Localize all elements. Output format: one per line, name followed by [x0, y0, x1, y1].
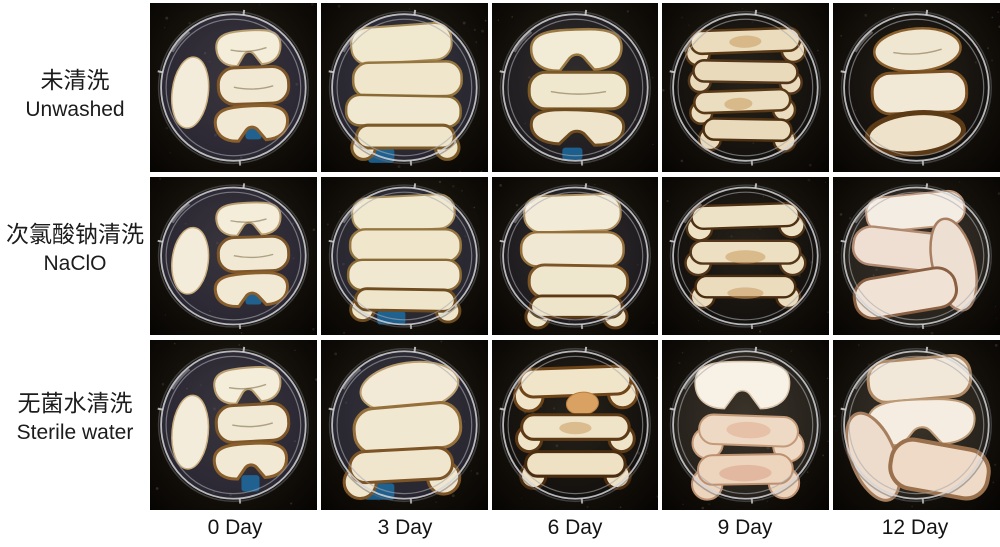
petri-dish-rim — [328, 183, 480, 330]
mushroom-slice — [866, 353, 973, 404]
mushroom-slice — [346, 258, 462, 292]
mushroom-slice — [212, 441, 289, 481]
photo-unwashed-12-day — [833, 3, 1000, 172]
mushroom-slice — [685, 202, 807, 242]
day-label-3: 3 Day — [377, 515, 433, 539]
photo-sterile-water-6-day — [491, 340, 659, 510]
mushroom-slice — [170, 56, 210, 129]
mushroom-slice — [684, 239, 807, 277]
day-label-9: 9 Day — [717, 515, 773, 539]
petri-dish-photo — [840, 8, 1000, 166]
photo-naclo-0-day — [150, 177, 317, 335]
mushroom-slice — [864, 110, 967, 157]
petri-dish-rim — [328, 346, 480, 504]
mushroom-slice — [688, 59, 804, 95]
mushroom-slice — [213, 365, 282, 405]
mushroom-slice — [171, 394, 210, 470]
blue-background-patch — [377, 311, 406, 325]
petri-dish-photo — [669, 340, 830, 510]
mushroom-slice — [213, 271, 289, 308]
row-label-naclo-zh: 次氯酸钠清洗 — [6, 221, 144, 247]
mushroom-slice — [527, 263, 629, 300]
mushroom-slice — [342, 446, 462, 501]
petri-dish-rim — [669, 183, 822, 330]
petri-dish-rim — [157, 346, 310, 504]
petri-dish-photo — [837, 181, 1000, 335]
petri-dish-photo — [497, 9, 654, 166]
petri-dish-photo — [157, 3, 314, 166]
photo-naclo-12-day — [833, 177, 1000, 335]
petri-dish-photo — [499, 346, 659, 509]
mushroom-slice — [519, 231, 625, 268]
mushroom-slice — [852, 266, 959, 320]
photo-naclo-6-day — [491, 177, 659, 335]
row-labels: 未清洗 Unwashed 次氯酸钠清洗 NaClO 无菌水清洗 Sterile … — [0, 0, 150, 510]
day-label-0: 0 Day — [207, 515, 263, 539]
row-label-sterile-water: 无菌水清洗 Sterile water — [0, 389, 150, 446]
blue-background-patch — [241, 475, 260, 492]
mushroom-slice — [215, 201, 282, 237]
mushroom-slice — [514, 413, 636, 454]
mushroom-slice — [214, 401, 291, 444]
petri-dish-photo — [666, 178, 830, 333]
photo-unwashed-0-day — [150, 3, 317, 172]
mushroom-slice — [215, 28, 282, 67]
photo-naclo-3-day — [320, 177, 488, 335]
day-label-12: 12 Day — [881, 515, 949, 539]
mushroom-slice — [529, 108, 625, 147]
petri-dish-rim — [669, 9, 822, 166]
mushroom-slice — [350, 193, 456, 233]
petri-dish-rim — [669, 346, 822, 504]
photo-grid — [150, 3, 1000, 510]
mushroom-slice — [685, 26, 807, 67]
petri-dish-photo — [157, 177, 316, 334]
photo-unwashed-9-day — [662, 3, 830, 172]
petri-dish-rim — [499, 183, 651, 330]
row-label-sterile-water-zh: 无菌水清洗 — [17, 390, 133, 416]
mushroom-slice — [698, 117, 798, 153]
mushroom-slice — [512, 364, 639, 413]
blue-background-patch — [561, 147, 583, 160]
petri-dish-photo — [326, 180, 480, 335]
photo-sterile-water-0-day — [150, 340, 317, 510]
row-label-unwashed-en: Unwashed — [25, 97, 125, 121]
petri-dish-photo — [155, 342, 317, 505]
mushroom-slice — [518, 450, 632, 491]
mushroom-slice — [351, 60, 463, 99]
petri-dish-rim — [499, 346, 651, 504]
day-labels: 0 Day 3 Day 6 Day 9 Day 12 Day — [150, 510, 1000, 547]
photo-sterile-water-3-day — [320, 340, 488, 510]
photo-unwashed-3-day — [320, 3, 488, 172]
petri-dish-rim — [328, 9, 480, 166]
petri-dish-photo — [662, 8, 822, 167]
mushroom-slice — [348, 228, 462, 263]
mushroom-slice — [689, 274, 802, 310]
mushroom-slice — [691, 453, 801, 501]
mushroom-slice — [216, 64, 291, 106]
petri-dish-photo — [328, 340, 480, 504]
mushroom-slice — [694, 360, 791, 410]
row-label-unwashed-zh: 未清洗 — [40, 67, 110, 93]
row-label-sterile-water-en: Sterile water — [16, 420, 134, 444]
photo-naclo-9-day — [662, 177, 830, 335]
row-label-unwashed: 未清洗 Unwashed — [0, 66, 150, 123]
petri-dish-photo — [328, 4, 487, 172]
mushroom-slice — [216, 234, 291, 274]
photo-sterile-water-12-day — [833, 340, 1000, 510]
mushroom-slice — [527, 70, 629, 111]
day-label-6: 6 Day — [547, 515, 603, 539]
petri-dish-rim — [499, 9, 651, 166]
petri-dish-photo — [498, 183, 654, 330]
mushroom-slice — [344, 93, 462, 129]
petri-dish-photo — [833, 343, 998, 508]
photo-sterile-water-9-day — [662, 340, 830, 510]
mushroom-slice — [870, 69, 969, 116]
row-label-naclo: 次氯酸钠清洗 NaClO — [0, 220, 150, 277]
row-label-naclo-en: NaClO — [43, 251, 107, 275]
photo-unwashed-6-day — [491, 3, 659, 172]
mushroom-slice — [352, 401, 463, 456]
mushroom-slice — [213, 103, 290, 143]
